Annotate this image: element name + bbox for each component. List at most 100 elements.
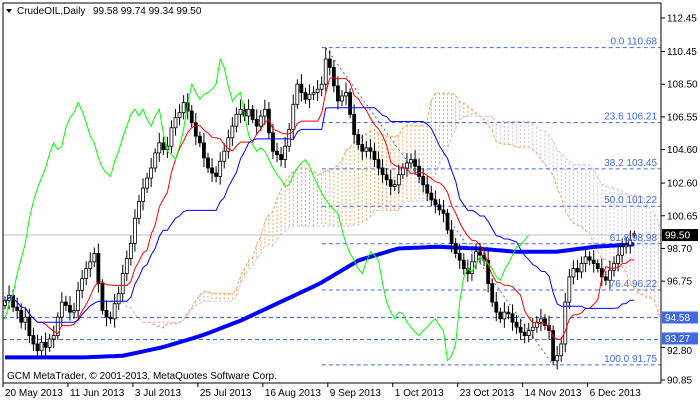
candle-body [530, 326, 535, 331]
candle [624, 237, 629, 254]
candle-body [437, 204, 442, 211]
candle-body [380, 167, 385, 176]
candle [352, 104, 357, 144]
candle [437, 198, 442, 216]
candle-body [494, 301, 499, 313]
candle-body [206, 157, 210, 169]
candle-body [124, 258, 129, 274]
candle [104, 300, 109, 327]
triangle-down-icon[interactable] [6, 9, 12, 13]
candle-body [96, 253, 101, 285]
candle [137, 194, 141, 225]
candle-body [331, 67, 336, 87]
candle-body [197, 135, 202, 144]
y-axis-tick-label: 90.85 [667, 376, 692, 387]
candle [384, 168, 389, 186]
candle-body [116, 293, 121, 305]
candle-body [27, 316, 32, 337]
candle [539, 308, 543, 332]
candle [522, 323, 527, 344]
candle [433, 190, 438, 214]
candle-body [506, 311, 511, 315]
candle [376, 151, 381, 176]
candle-body [344, 92, 348, 97]
candle-body [11, 294, 16, 308]
candle-body [72, 310, 76, 313]
fibo-level-label: 100.0 91.75 [604, 354, 657, 365]
candle-body [299, 83, 304, 93]
candle-body [291, 103, 296, 130]
candle [35, 334, 40, 359]
x-axis-tick-label: 23 Oct 2013 [460, 388, 515, 399]
y-axis-tick-label: 106.55 [667, 112, 698, 123]
candle [23, 308, 28, 331]
candle [474, 243, 478, 270]
candle-body [571, 268, 576, 278]
x-axis-tick-label: 1 Oct 2013 [395, 388, 444, 399]
candle [603, 271, 608, 286]
candle-body [433, 199, 438, 206]
candle [494, 292, 499, 322]
candle [327, 50, 332, 76]
candle-body [498, 311, 503, 320]
candle-body [445, 212, 450, 231]
candle [120, 264, 125, 302]
candle-body [64, 301, 68, 306]
candle [128, 235, 133, 266]
candle [68, 296, 72, 321]
candle-body [104, 310, 109, 318]
candle [518, 318, 523, 341]
candle [445, 208, 450, 235]
candle [246, 99, 251, 126]
senkou-span-b-line [110, 115, 661, 323]
candle-body [59, 301, 64, 318]
candle [279, 146, 283, 167]
candle-body [39, 341, 44, 352]
candle-body [425, 184, 430, 194]
candle [486, 250, 491, 293]
candle [258, 110, 263, 132]
candle-body [534, 321, 539, 328]
x-axis-tick-label: 6 Dec 2013 [590, 388, 642, 399]
candle [356, 128, 361, 150]
candle [206, 152, 210, 173]
tenkan-sen-line [4, 77, 635, 340]
candle [15, 297, 20, 320]
candle [490, 278, 495, 307]
chart-symbol-title: CrudeOIL,Daily [17, 6, 85, 17]
candle-body [202, 142, 206, 159]
x-axis-tick-label: 3 Jul 2013 [135, 388, 182, 399]
candle-body [189, 110, 194, 124]
candle [133, 209, 137, 252]
candle-body [608, 269, 612, 281]
candle-body [327, 58, 332, 68]
candle-body [356, 134, 361, 145]
x-axis-tick-label: 14 Nov 2013 [525, 388, 582, 399]
candle [587, 251, 592, 266]
candle [323, 47, 328, 92]
bid-price-label: 99.50 [665, 231, 690, 242]
y-axis-tick-label: 102.60 [667, 179, 698, 190]
candle-body [405, 162, 409, 169]
candle [612, 256, 616, 277]
candle [218, 152, 223, 185]
candle [319, 76, 324, 97]
candle [449, 219, 454, 253]
candle [579, 256, 584, 279]
candle-body [76, 289, 80, 311]
candle [567, 269, 572, 310]
candle [336, 76, 340, 110]
candle [591, 250, 596, 273]
y-axis-tick-label: 112.45 [667, 14, 697, 25]
candle-body [522, 331, 527, 337]
candle [555, 345, 560, 370]
candle [348, 88, 353, 119]
candle [100, 279, 105, 315]
candle [39, 335, 44, 357]
chikou-span-line [3, 57, 530, 362]
candle [238, 99, 243, 124]
candle-body [429, 192, 434, 201]
y-axis-tick-label: 100.65 [667, 211, 698, 222]
x-axis-tick-label: 11 Jun 2013 [70, 388, 125, 399]
